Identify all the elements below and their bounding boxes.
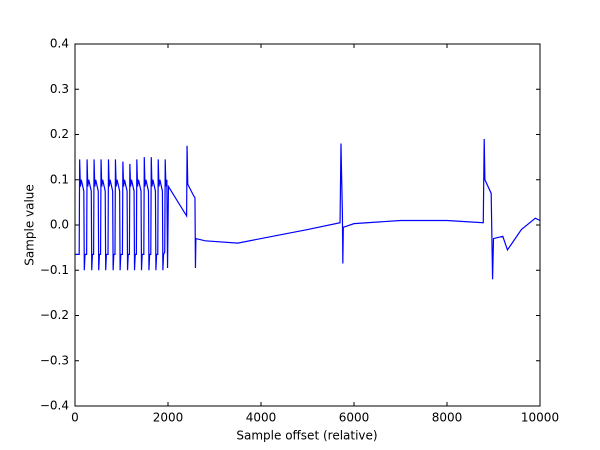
- y-axis-label: Sample value: [23, 184, 37, 266]
- y-tick-label: 0.3: [50, 82, 69, 96]
- y-tick-label: 0.4: [50, 37, 69, 51]
- y-tick-label: 0.2: [50, 127, 69, 141]
- y-tick-label: −0.1: [40, 263, 69, 277]
- x-tick-label: 0: [71, 411, 79, 425]
- x-tick-label: 4000: [246, 411, 277, 425]
- y-tick-label: −0.3: [40, 353, 69, 367]
- plot-frame: [74, 43, 541, 407]
- data-line: [75, 139, 541, 280]
- x-tick-label: 6000: [339, 411, 370, 425]
- y-tick-label: −0.2: [40, 308, 69, 322]
- y-tick-label: 0.1: [50, 172, 69, 186]
- x-tick-label: 8000: [432, 411, 463, 425]
- x-axis-label: Sample offset (relative): [236, 429, 377, 443]
- x-tick-label: 10000: [521, 411, 559, 425]
- y-tick-label: −0.4: [40, 399, 69, 413]
- x-tick-label: 2000: [153, 411, 184, 425]
- y-tick-label: 0.0: [50, 218, 69, 232]
